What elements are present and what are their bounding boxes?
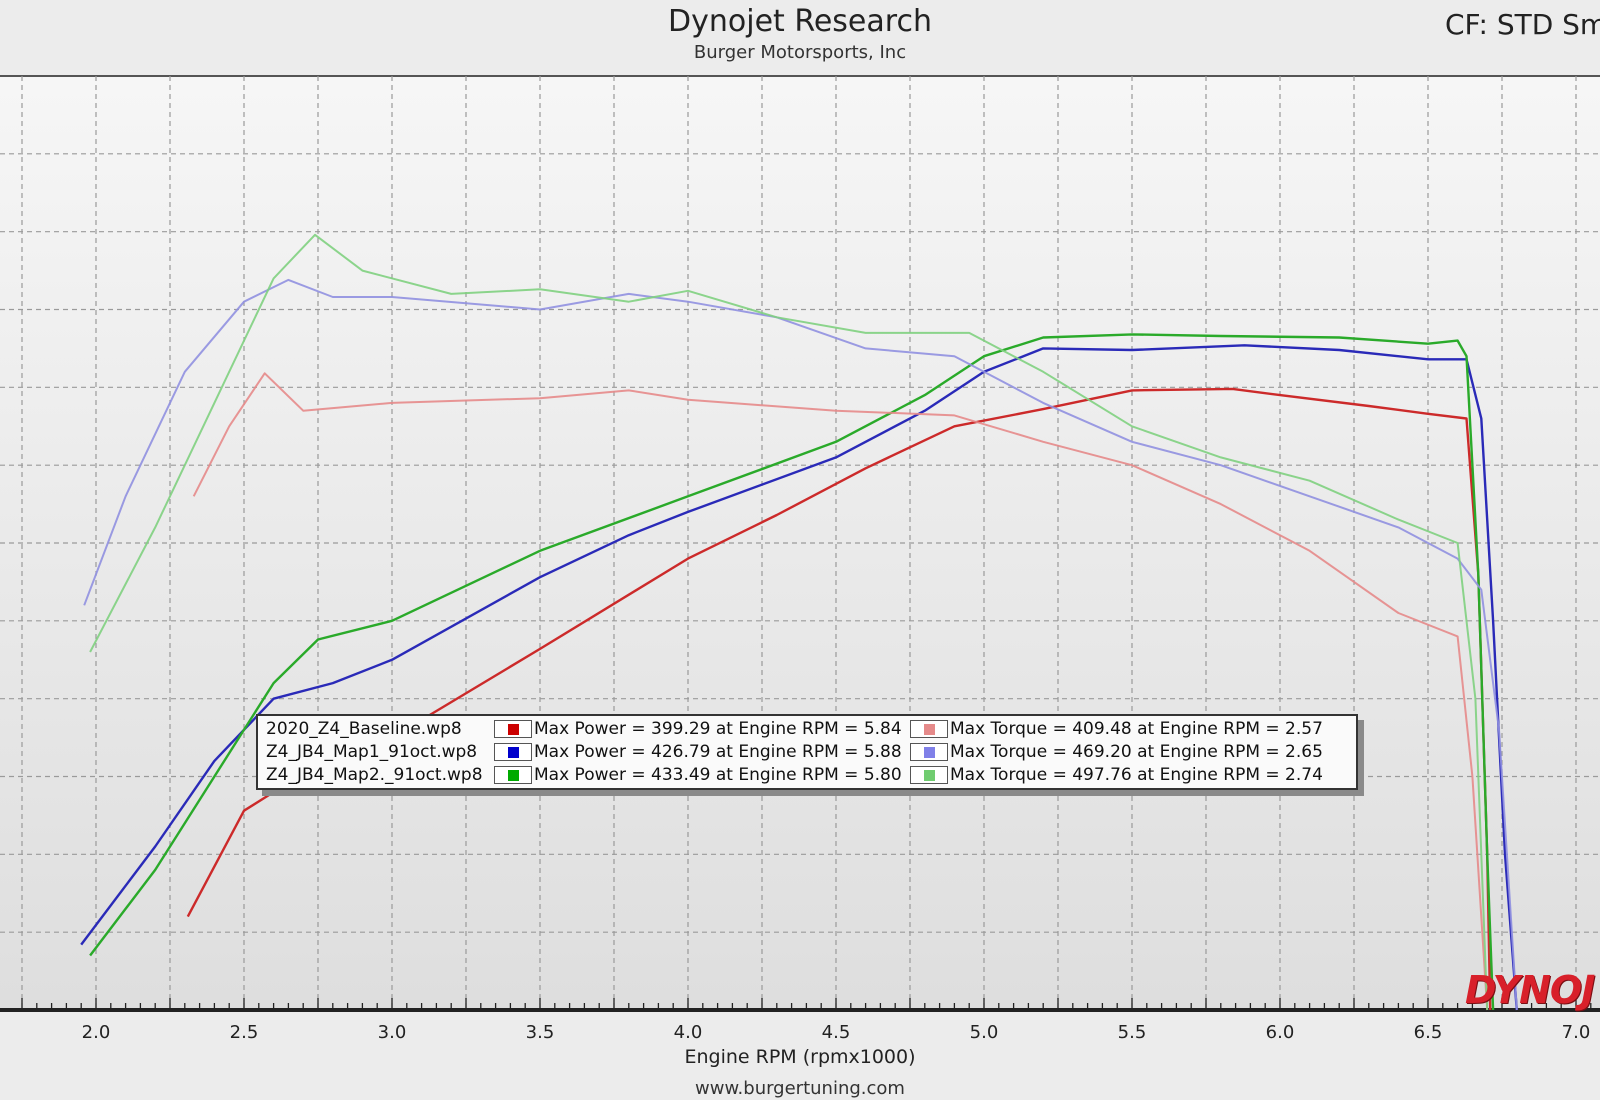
map2-power-swatch-fill — [508, 770, 519, 781]
legend-file-baseline: 2020_Z4_Baseline.wp8 — [266, 719, 462, 739]
legend-swatch-map1-torque — [910, 743, 948, 761]
x-tick-label: 5.5 — [1118, 1022, 1147, 1043]
series-line-map2 — [89, 333, 1495, 1011]
legend: 2020_Z4_Baseline.wp8 Max Power = 399.29 … — [256, 714, 1358, 790]
legend-power-map1: Max Power = 426.79 at Engine RPM = 5.88 — [534, 742, 902, 762]
dynojet-logo: DYNOJ — [1465, 968, 1595, 1012]
legend-swatch-baseline-power — [494, 720, 532, 738]
x-tick-label: 2.0 — [82, 1022, 111, 1043]
legend-swatch-map2-power — [494, 766, 532, 784]
x-tick-label: 6.5 — [1414, 1022, 1443, 1043]
x-tick-label: 3.5 — [526, 1022, 555, 1043]
x-tick-label: 6.0 — [1266, 1022, 1295, 1043]
legend-torque-map2: Max Torque = 497.76 at Engine RPM = 2.74 — [950, 765, 1323, 785]
map1-torque-swatch-fill — [924, 747, 935, 758]
x-axis-label: Engine RPM (rpmx1000) — [684, 1046, 916, 1068]
legend-file-map1: Z4_JB4_Map1_91oct.wp8 — [266, 742, 478, 762]
legend-row-map2: Z4_JB4_Map2._91oct.wp8 Max Power = 433.4… — [258, 764, 1356, 788]
x-tick-label: 4.0 — [674, 1022, 703, 1043]
series-line-map1-torque — [83, 278, 1518, 1011]
series-line-baseline-torque — [192, 372, 1489, 1011]
chart-title: Dynojet Research — [668, 4, 932, 39]
legend-swatch-baseline-torque — [910, 720, 948, 738]
legend-row-baseline: 2020_Z4_Baseline.wp8 Max Power = 399.29 … — [258, 718, 1356, 742]
legend-power-map2: Max Power = 433.49 at Engine RPM = 5.80 — [534, 765, 902, 785]
legend-torque-map1: Max Torque = 469.20 at Engine RPM = 2.65 — [950, 742, 1323, 762]
website-footer: www.burgertuning.com — [695, 1078, 905, 1099]
map2-torque-swatch-fill — [924, 770, 935, 781]
correction-factor-label: CF: STD Sm — [1445, 8, 1600, 41]
legend-file-map2: Z4_JB4_Map2._91oct.wp8 — [266, 765, 483, 785]
legend-power-baseline: Max Power = 399.29 at Engine RPM = 5.84 — [534, 719, 902, 739]
baseline-power-swatch-fill — [508, 724, 519, 735]
map1-power-swatch-fill — [508, 747, 519, 758]
x-tick-label: 3.0 — [378, 1022, 407, 1043]
baseline-torque-swatch-fill — [924, 724, 935, 735]
chart-subtitle: Burger Motorsports, Inc — [693, 42, 907, 63]
series-line-map1 — [80, 344, 1518, 1011]
legend-row-map1: Z4_JB4_Map1_91oct.wp8 Max Power = 426.79… — [258, 741, 1356, 765]
x-tick-label: 2.5 — [230, 1022, 259, 1043]
x-tick-label: 5.0 — [970, 1022, 999, 1043]
x-tick-label: 4.5 — [822, 1022, 851, 1043]
legend-swatch-map2-torque — [910, 766, 948, 784]
series-line-map2-torque — [89, 233, 1489, 1011]
legend-torque-baseline: Max Torque = 409.48 at Engine RPM = 2.57 — [950, 719, 1323, 739]
x-tick-label: 7.0 — [1562, 1022, 1591, 1043]
legend-swatch-map1-power — [494, 743, 532, 761]
